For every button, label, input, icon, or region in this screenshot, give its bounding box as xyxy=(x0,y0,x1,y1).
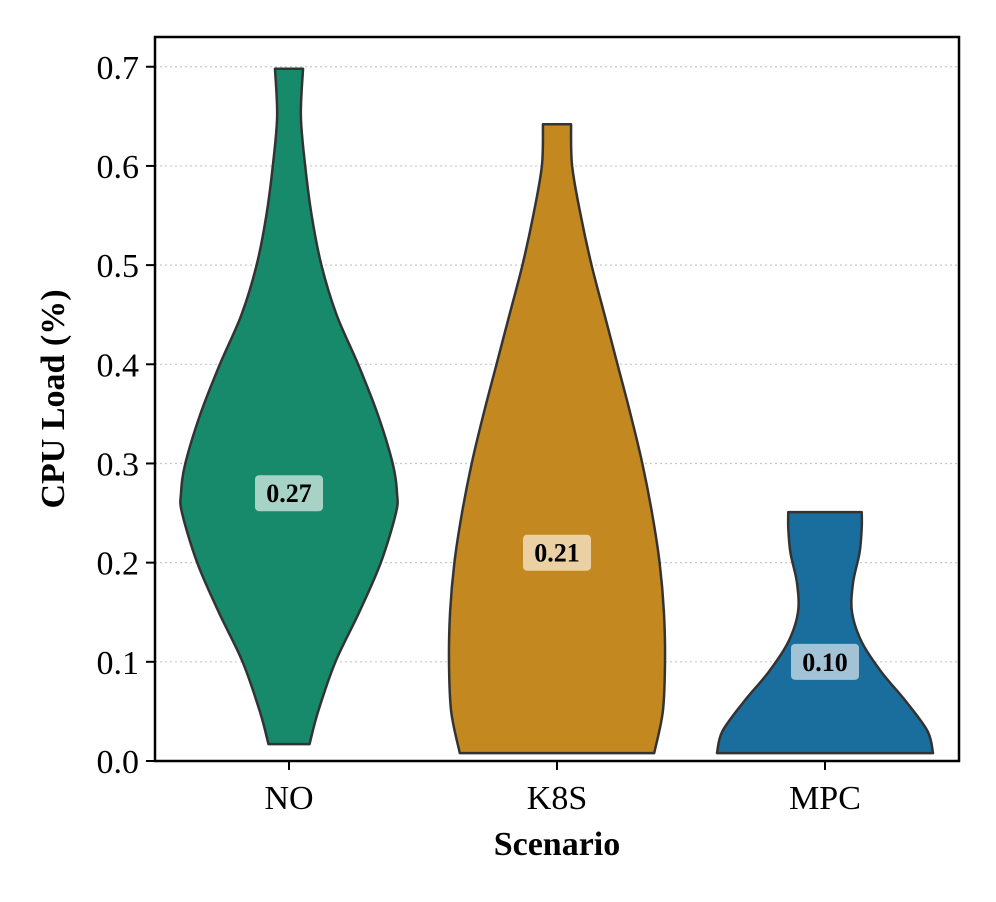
x-tick-label: NO xyxy=(264,780,313,817)
x-tick-label: K8S xyxy=(527,780,587,817)
x-axis-ticks: NO K8S MPC xyxy=(264,761,861,817)
y-tick-label: 0.3 xyxy=(97,446,140,483)
median-labels: 0.27 0.21 0.10 xyxy=(255,475,859,680)
y-tick-label: 0.2 xyxy=(97,546,140,583)
median-label-k8s: 0.21 xyxy=(534,539,580,568)
y-tick-label: 0.4 xyxy=(97,347,140,384)
y-tick-label: 0.1 xyxy=(97,645,140,682)
y-axis-ticks: 0.0 0.1 0.2 0.3 0.4 0.5 0.6 0.7 xyxy=(97,50,155,781)
y-tick-label: 0.0 xyxy=(97,744,140,781)
y-tick-label: 0.5 xyxy=(97,248,140,285)
violins xyxy=(179,67,935,755)
median-label-box xyxy=(523,534,591,571)
violin-k8s xyxy=(447,123,667,755)
y-tick-label: 0.7 xyxy=(97,50,140,87)
y-axis-title: CPU Load (%) xyxy=(35,289,72,508)
median-label-no: 0.27 xyxy=(266,479,312,508)
violin-mpc xyxy=(715,510,935,755)
x-axis-title: Scenario xyxy=(494,826,621,863)
y-tick-label: 0.6 xyxy=(97,149,140,186)
median-label-mpc: 0.10 xyxy=(802,648,848,677)
violin-no xyxy=(179,67,399,746)
x-tick-label: MPC xyxy=(789,780,861,817)
median-label-box xyxy=(255,475,323,512)
median-label-box xyxy=(791,643,859,680)
